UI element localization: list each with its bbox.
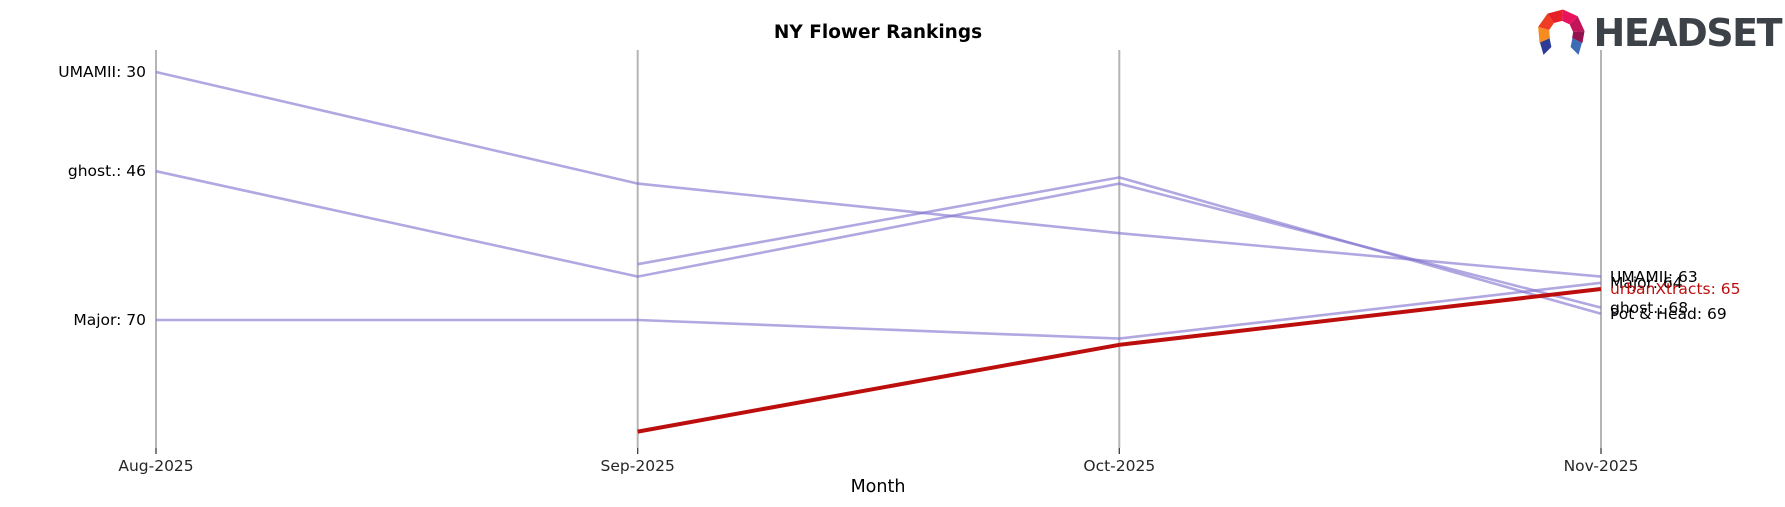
- start-label-major-70: Major: 70: [73, 311, 146, 329]
- series-line-umamii[interactable]: [155, 70, 1602, 278]
- end-label-ghost-68: ghost.: 68: [1610, 298, 1689, 317]
- x-axis-title: Month: [850, 477, 906, 497]
- headset-logo-text: HEADSET: [1593, 11, 1783, 55]
- series-line-urbanxtracts[interactable]: [637, 287, 1602, 434]
- series-line-ghost[interactable]: [155, 169, 1602, 309]
- chart-title: NY Flower Rankings: [773, 22, 983, 43]
- x-tick-label-sep-2025: Sep-2025: [600, 457, 675, 475]
- end-label-urbanxtracts-65: urbanXtracts: 65: [1610, 280, 1741, 298]
- series-line-pot-head[interactable]: [637, 176, 1602, 316]
- x-tick-label-oct-2025: Oct-2025: [1083, 457, 1156, 475]
- start-label-ghost-46: ghost.: 46: [67, 162, 146, 181]
- end-label-pot-head-69: Pot & Head: 69: [1610, 304, 1727, 323]
- x-tick-label-nov-2025: Nov-2025: [1563, 457, 1639, 475]
- series-line-major[interactable]: [156, 281, 1602, 340]
- headset-logo-link[interactable]: HEADSET: [1533, 5, 1783, 61]
- headset-logo-icon: [1537, 9, 1585, 55]
- end-label-major-64: Major: 64: [1610, 273, 1683, 292]
- x-tick-label-aug-2025: Aug-2025: [118, 457, 194, 475]
- end-label-umamii-63: UMAMII: 63: [1610, 267, 1698, 286]
- start-label-umamii-30: UMAMII: 30: [58, 63, 146, 81]
